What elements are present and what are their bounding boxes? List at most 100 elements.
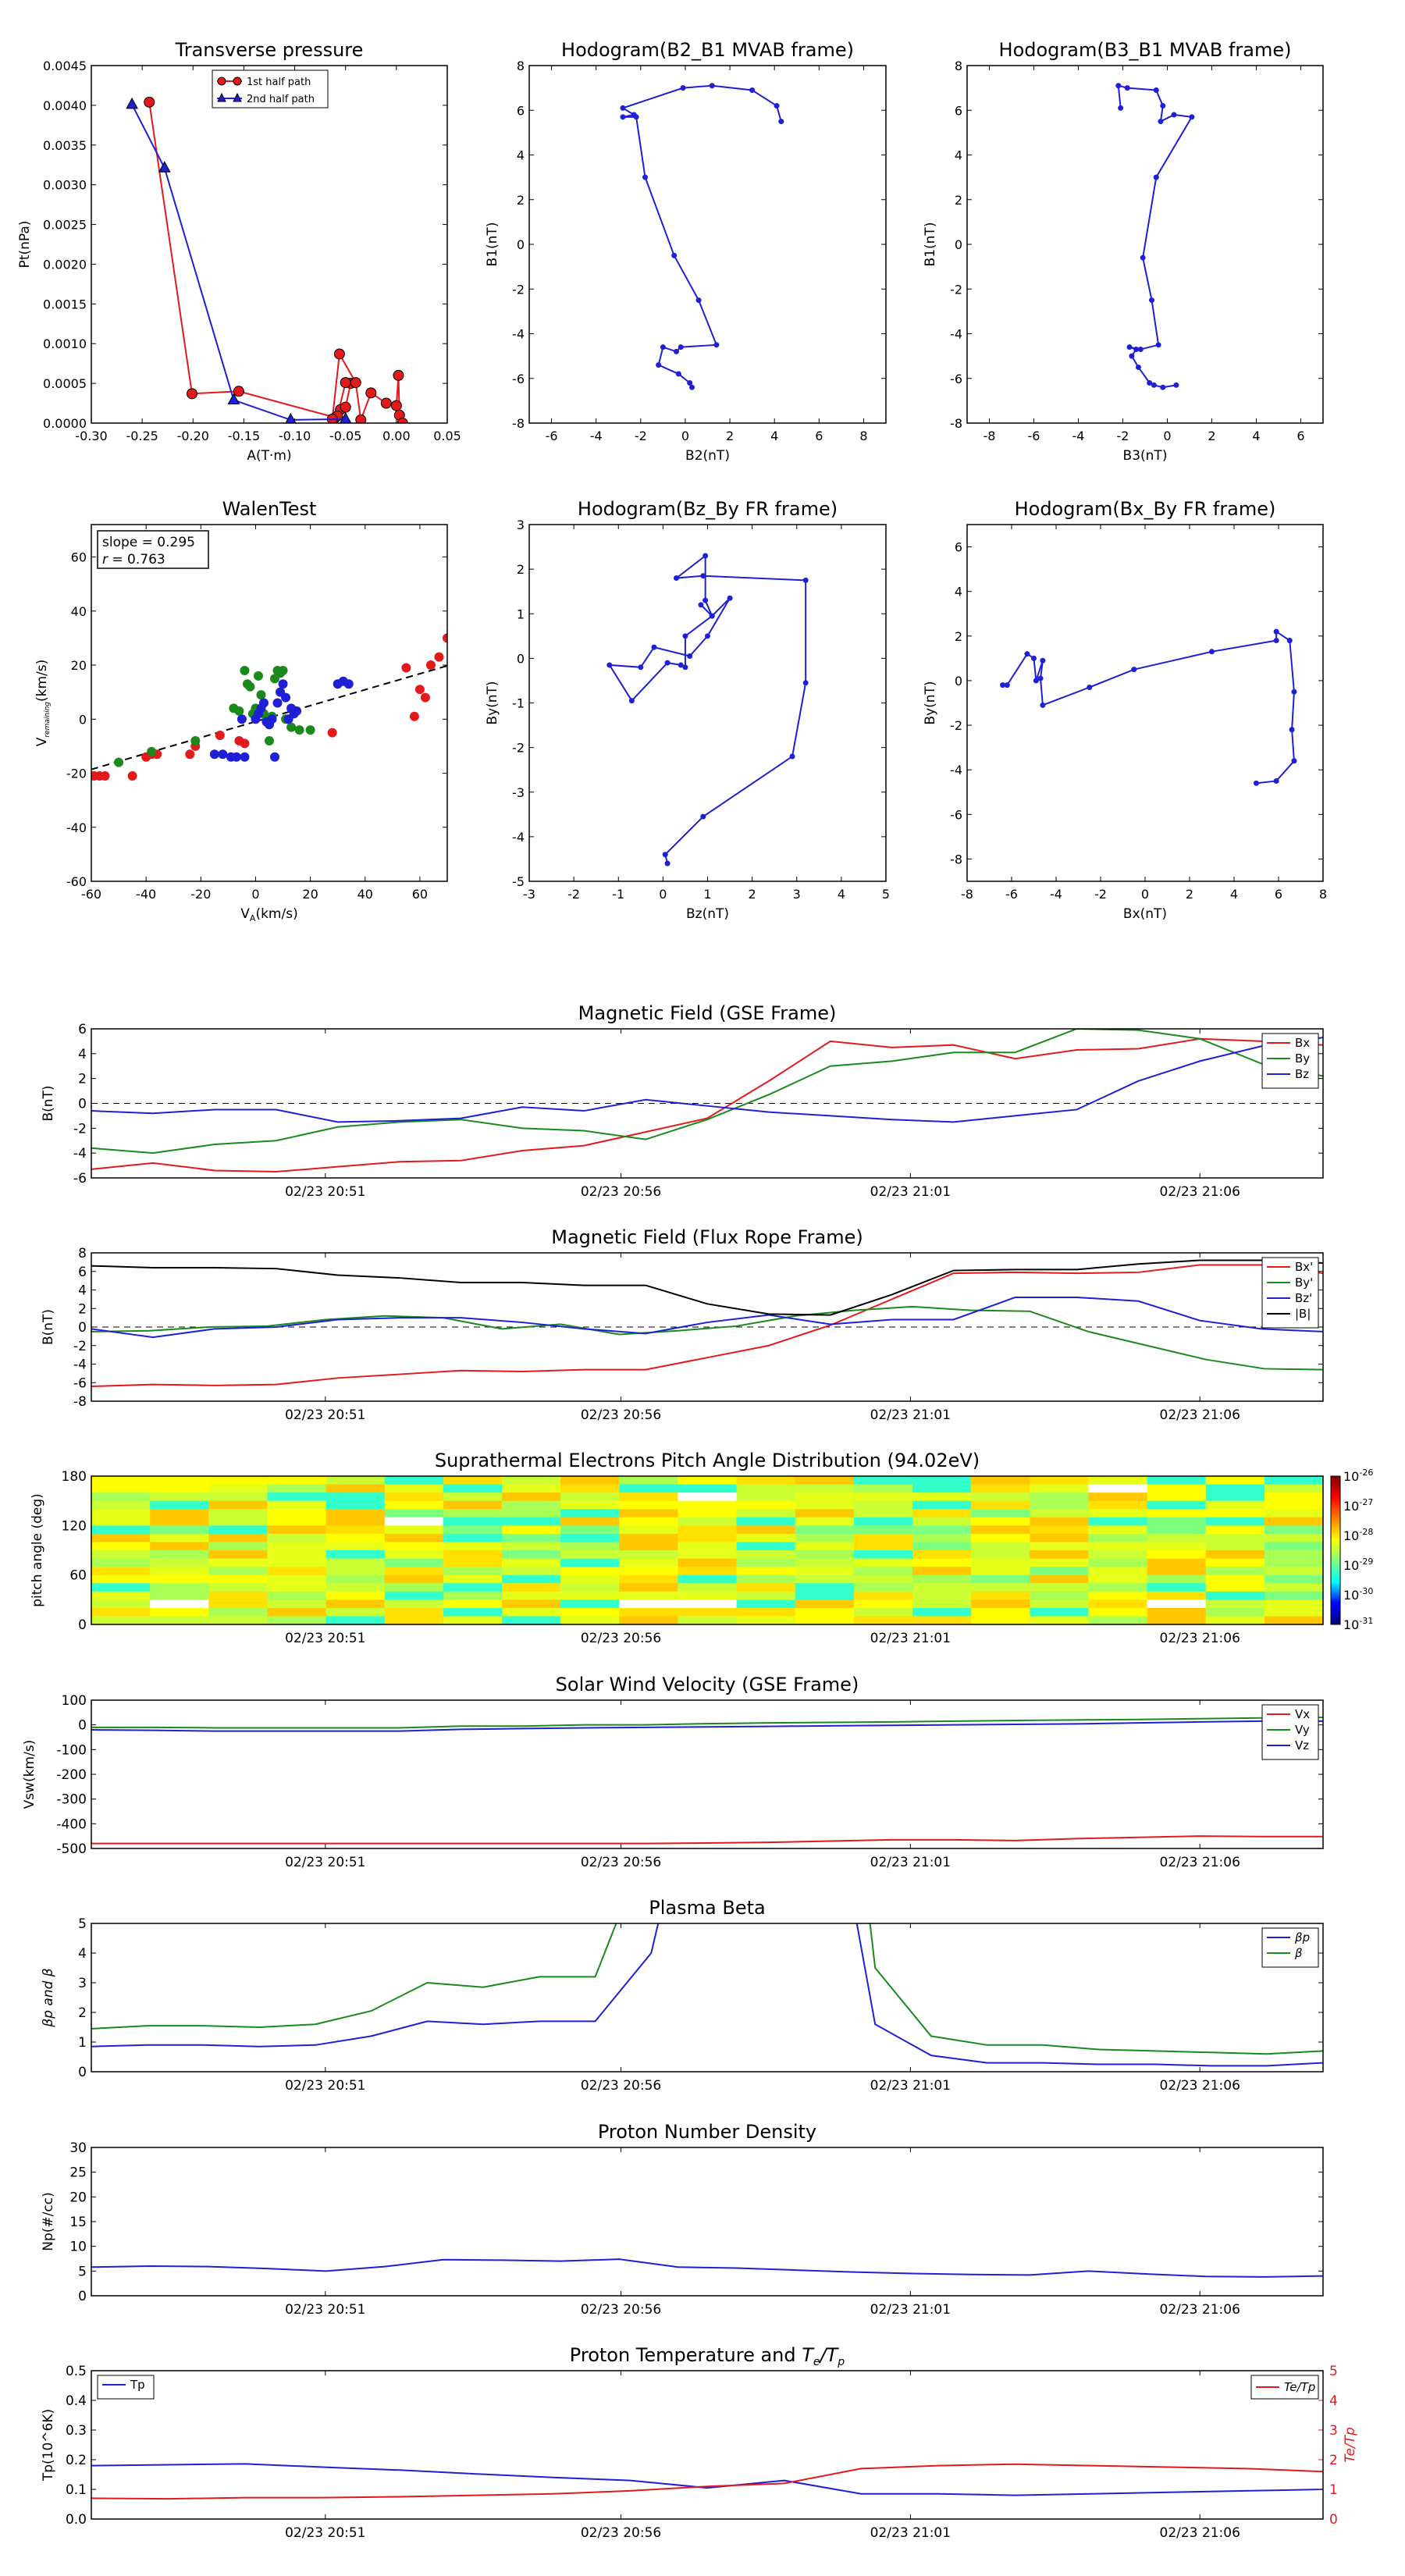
heatmap-cell xyxy=(91,1509,151,1518)
heatmap-cell xyxy=(795,1533,855,1542)
y-tick-label: 0 xyxy=(955,237,962,252)
heatmap-cell xyxy=(1030,1542,1089,1551)
heatmap-cell xyxy=(619,1574,678,1584)
data-point xyxy=(1118,105,1124,111)
heatmap-cell xyxy=(267,1583,327,1592)
heatmap-cell xyxy=(1147,1525,1207,1535)
heatmap-cell xyxy=(208,1542,268,1551)
y-axis-label: Tp(10^6K) xyxy=(41,2409,56,2482)
heatmap-cell xyxy=(325,1517,386,1526)
heatmap-cell xyxy=(1030,1607,1089,1617)
heatmap-cell xyxy=(502,1558,561,1567)
legend-label: Bx' xyxy=(1295,1260,1313,1274)
series-line-Vx xyxy=(91,1835,1323,1845)
heatmap-cell xyxy=(1030,1583,1089,1592)
data-point xyxy=(695,297,702,304)
y-tick-label: 0.0000 xyxy=(43,416,87,431)
data-point xyxy=(687,379,693,386)
x-tick-label: -0.30 xyxy=(75,429,107,443)
heatmap-cell xyxy=(736,1574,796,1584)
x-tick-label: -60 xyxy=(81,887,101,902)
heatmap-cell xyxy=(1205,1542,1265,1551)
heatmap-cell xyxy=(384,1533,444,1542)
heatmap-cell xyxy=(678,1509,738,1518)
heatmap-cell xyxy=(853,1533,913,1542)
data-point xyxy=(350,377,361,389)
data-point xyxy=(700,573,706,579)
data-point xyxy=(620,114,626,120)
heatmap-cell xyxy=(736,1616,796,1624)
walen-point xyxy=(292,706,302,716)
y-tick-label: -4 xyxy=(512,830,525,845)
heatmap-cell xyxy=(619,1558,678,1567)
heatmap-cell xyxy=(853,1591,913,1600)
heatmap-cell xyxy=(678,1591,738,1600)
heatmap-cell xyxy=(443,1607,503,1617)
walen-point xyxy=(253,671,263,681)
heatmap-cell xyxy=(443,1574,503,1584)
heatmap-cell xyxy=(971,1550,1030,1560)
heatmap-cell xyxy=(1147,1493,1207,1502)
heatmap-cell xyxy=(1205,1616,1265,1624)
data-point xyxy=(1137,347,1144,353)
heatmap-cell xyxy=(150,1509,209,1518)
x-tick-label: -0.05 xyxy=(329,429,361,443)
legend-box xyxy=(212,69,329,109)
y-tick-label: 60 xyxy=(71,550,87,565)
y-tick-label: 4 xyxy=(955,585,962,600)
heatmap-cell xyxy=(384,1607,444,1617)
series-line-Vy xyxy=(91,1717,1323,1729)
panel-title: Hodogram(B2_B1 MVAB frame) xyxy=(561,39,854,61)
heatmap-cell xyxy=(971,1517,1030,1526)
legend-label: Tp xyxy=(130,2378,145,2392)
heatmap-cell xyxy=(267,1591,327,1600)
heatmap-cell xyxy=(1030,1591,1089,1600)
data-point xyxy=(606,662,613,668)
plot-frame xyxy=(91,65,448,424)
data-point xyxy=(1115,83,1122,89)
heatmap-cell xyxy=(502,1517,561,1526)
panel-bfr: Magnetic Field (Flux Rope Frame) B(nT) -8 -… xyxy=(41,1226,1324,1423)
data-point xyxy=(1273,628,1279,635)
heatmap-cell xyxy=(1205,1476,1265,1485)
y-tick-label: 0.0045 xyxy=(43,59,87,73)
heatmap-cell xyxy=(678,1500,738,1510)
heatmap-cell xyxy=(1088,1509,1148,1518)
data-point xyxy=(158,161,171,173)
time-tick-label: 02/23 21:01 xyxy=(870,1407,951,1423)
x-axis-label: B2(nT) xyxy=(685,448,730,464)
legend-label: Bz xyxy=(1295,1067,1309,1081)
heatmap-cell xyxy=(443,1484,503,1493)
data-point xyxy=(1004,682,1010,688)
y-tick-label: 2 xyxy=(78,1072,87,1087)
heatmap-cell xyxy=(560,1517,620,1526)
heatmap-cell xyxy=(208,1476,268,1485)
walen-point xyxy=(127,770,137,781)
data-point xyxy=(713,342,720,348)
heatmap-cell xyxy=(1205,1558,1265,1567)
data-point xyxy=(365,387,377,399)
heatmap-cell xyxy=(91,1558,151,1567)
x-tick-label: 0 xyxy=(659,887,667,902)
panel-title: Suprathermal Electrons Pitch Angle Distr… xyxy=(435,1450,980,1471)
heatmap-cell xyxy=(853,1500,913,1510)
walen-point xyxy=(209,749,219,760)
y-tick-label: 6 xyxy=(955,540,962,555)
heatmap-cell xyxy=(1264,1550,1323,1560)
y-tick-label: 10 xyxy=(69,2240,87,2255)
series-line xyxy=(607,553,807,864)
y-tick-label: -2 xyxy=(73,1121,87,1137)
time-tick-label: 02/23 20:51 xyxy=(285,1855,365,1870)
x-tick-label: 0.05 xyxy=(433,429,461,443)
y-tick-label: 0 xyxy=(955,674,962,688)
heatmap-cell xyxy=(384,1583,444,1592)
series-line-Tp xyxy=(91,2463,1323,2496)
heatmap-cell xyxy=(150,1583,209,1592)
heatmap-cell xyxy=(91,1583,151,1592)
series-line-p xyxy=(91,1923,1323,2067)
heatmap-cell xyxy=(912,1607,972,1617)
y-axis-label: B(nT) xyxy=(41,1085,56,1121)
legend-label: Vx xyxy=(1295,1707,1310,1721)
heatmap-cell xyxy=(619,1533,678,1542)
heatmap-cell xyxy=(736,1558,796,1567)
